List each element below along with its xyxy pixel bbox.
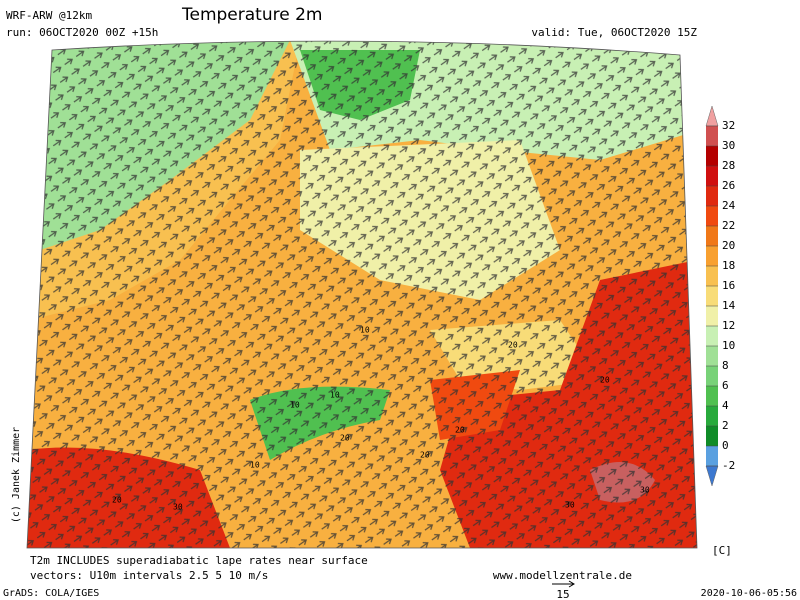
colorbar-arrow-top (705, 105, 719, 127)
colorbar-band (706, 346, 718, 366)
colorbar-band (706, 146, 718, 166)
scale-value: 15 (556, 588, 569, 600)
colorbar-tick-label: 0 (722, 439, 729, 452)
contour-label: 30 (173, 503, 183, 512)
colorbar-tick-label: 14 (722, 299, 736, 312)
colorbar-tick-label: 26 (722, 179, 735, 192)
contour-label: 30 (565, 501, 575, 510)
colorbar-band (706, 386, 718, 406)
note: T2m INCLUDES superadiabatic lape rates n… (30, 554, 368, 567)
colorbar-tick-label: 10 (722, 339, 735, 352)
colorbar-tick-label: 2 (722, 419, 729, 432)
contour-label: 20 (600, 376, 610, 385)
contour-label: 20 (508, 341, 518, 350)
colorbar-tick-label: 24 (722, 199, 736, 212)
colorbar-tick-label: 20 (722, 239, 735, 252)
colorbar-tick-label: 12 (722, 319, 735, 332)
colorbar-band (706, 246, 718, 266)
colorbar-tick-label: 18 (722, 259, 735, 272)
run-info: run: 06OCT2020 00Z +15h (6, 26, 158, 39)
contour-label: 10 (290, 401, 300, 410)
colorbar-band (706, 286, 718, 306)
colorbar-band (706, 166, 718, 186)
colorbar-band (706, 206, 718, 226)
contour-label: 10 (360, 326, 370, 335)
colorbar-band (706, 426, 718, 446)
colorbar-band (706, 366, 718, 386)
colorbar-tick-label: 22 (722, 219, 735, 232)
website: www.modellzentrale.de (493, 569, 632, 582)
colorbar-band (706, 266, 718, 286)
colorbar-tick-label: 8 (722, 359, 729, 372)
colorbar-band (706, 126, 718, 146)
colorbar-tick-label: 6 (722, 379, 729, 392)
vectors-note: vectors: U10m intervals 2.5 5 10 m/s (30, 569, 268, 582)
colorbar-band (706, 226, 718, 246)
colorbar-tick-label: 16 (722, 279, 735, 292)
colorbar-tick-label: 32 (722, 119, 735, 132)
credit: (c) Janek Zimmer (11, 427, 22, 523)
colorbar-band (706, 406, 718, 426)
colorbar-band (706, 326, 718, 346)
map-border (26, 40, 698, 549)
contour-label: 30 (640, 486, 650, 495)
map-title: Temperature 2m (181, 5, 322, 25)
colorbar-tick-label: 28 (722, 159, 735, 172)
colorbar-arrow-bottom (705, 465, 719, 487)
colorbar-band (706, 186, 718, 206)
contour-label: 10 (250, 461, 260, 470)
colorbar-tick-label: -2 (722, 459, 735, 472)
valid-time: valid: Tue, 06OCT2020 15Z (531, 26, 697, 39)
contour-label: 20 (112, 496, 122, 505)
colorbar-tick-label: 30 (722, 139, 735, 152)
colorbar-band (706, 446, 718, 466)
timestamp: 2020-10-06-05:56 (701, 588, 797, 599)
model-name: WRF-ARW @12km (6, 9, 92, 22)
contour-label: 20 (420, 451, 430, 460)
scale-arrow (552, 580, 575, 588)
contour-label: 20 (340, 434, 350, 443)
colorbar-band (706, 306, 718, 326)
contour-label: 20 (455, 426, 465, 435)
contour-label: 10 (330, 391, 340, 400)
colorbar-tick-label: 4 (722, 399, 729, 412)
unit-label: [C] (712, 544, 732, 557)
software: GrADS: COLA/IGES (3, 588, 99, 599)
